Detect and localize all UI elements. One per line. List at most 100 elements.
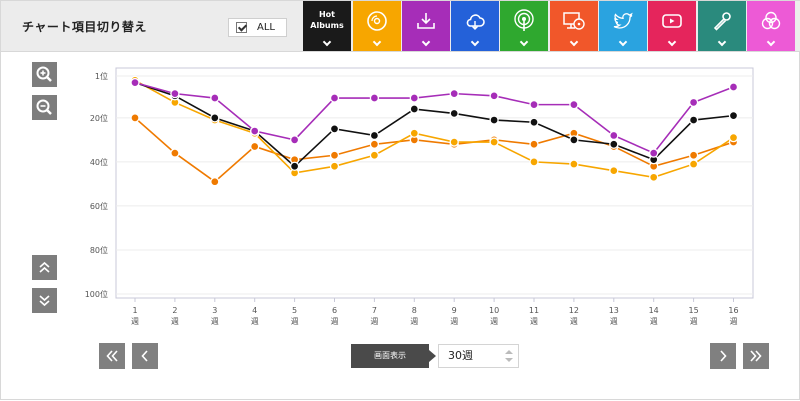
last-page-button[interactable] bbox=[743, 343, 769, 369]
x-tick-unit: 週 bbox=[331, 317, 339, 326]
series-point bbox=[130, 113, 140, 123]
series-point bbox=[210, 177, 220, 187]
tile-radio[interactable] bbox=[500, 1, 548, 51]
series-point bbox=[728, 110, 739, 121]
zoom-in-button[interactable] bbox=[32, 62, 57, 87]
monitor-cd-icon bbox=[563, 12, 585, 30]
y-tick-label: 40位 bbox=[90, 157, 108, 167]
double-chevron-up-icon bbox=[39, 261, 50, 273]
display-range-select[interactable]: 30週 bbox=[438, 344, 519, 368]
next-page-button[interactable] bbox=[710, 343, 736, 369]
series-point bbox=[449, 137, 459, 147]
series-point bbox=[369, 93, 380, 103]
double-chevron-down-icon bbox=[39, 295, 50, 307]
series-point bbox=[609, 166, 619, 176]
series-point bbox=[529, 117, 539, 127]
x-tick-unit: 週 bbox=[610, 317, 618, 326]
check-icon bbox=[236, 22, 247, 33]
first-page-button[interactable] bbox=[99, 343, 125, 369]
x-tick-unit: 週 bbox=[490, 317, 498, 326]
x-tick-label: 5 bbox=[292, 306, 297, 315]
x-tick-label: 2 bbox=[172, 306, 177, 315]
series-point bbox=[369, 139, 380, 149]
tile-hot-albums[interactable]: Hot Albums bbox=[303, 1, 351, 51]
x-tick-label: 14 bbox=[649, 306, 659, 315]
x-tick-unit: 週 bbox=[291, 317, 299, 326]
download-icon bbox=[417, 13, 435, 29]
y-tick-label: 80位 bbox=[90, 245, 108, 255]
tile-twitter[interactable] bbox=[599, 1, 647, 51]
toggle-bar-title: チャート項目切り替え bbox=[22, 20, 147, 34]
hot-albums-line2: Albums bbox=[310, 21, 344, 30]
series-point bbox=[688, 150, 699, 160]
series-point bbox=[529, 99, 539, 110]
series-point bbox=[688, 159, 699, 169]
x-tick-label: 8 bbox=[412, 306, 417, 315]
series-point bbox=[130, 77, 140, 88]
zoom-out-icon bbox=[36, 99, 52, 115]
x-tick-label: 3 bbox=[212, 306, 217, 315]
series-point bbox=[609, 130, 619, 141]
series-point bbox=[649, 148, 659, 158]
x-tick-label: 10 bbox=[489, 306, 499, 315]
tile-all-combined[interactable] bbox=[747, 1, 795, 51]
series-point bbox=[529, 157, 539, 167]
series-line bbox=[134, 79, 734, 179]
tile-downloads[interactable] bbox=[402, 1, 450, 51]
x-tick-unit: 週 bbox=[530, 317, 538, 326]
x-tick-unit: 週 bbox=[450, 317, 458, 326]
series-point bbox=[489, 115, 499, 125]
series-point bbox=[569, 135, 579, 145]
tile-karaoke[interactable] bbox=[698, 1, 746, 51]
series-point bbox=[449, 88, 459, 99]
x-tick-label: 4 bbox=[252, 306, 257, 315]
hot-albums-line1: Hot bbox=[318, 10, 335, 19]
series-point bbox=[688, 97, 699, 108]
zoom-out-button[interactable] bbox=[32, 95, 57, 120]
series-line bbox=[134, 81, 734, 155]
series-point bbox=[409, 93, 419, 103]
series-point bbox=[489, 91, 499, 101]
series-point bbox=[569, 159, 579, 169]
x-tick-label: 11 bbox=[529, 306, 539, 315]
tile-lookup[interactable] bbox=[550, 1, 598, 51]
x-tick-label: 13 bbox=[609, 306, 619, 315]
tile-youtube[interactable] bbox=[648, 1, 696, 51]
series-point bbox=[329, 150, 340, 160]
series-point bbox=[289, 135, 300, 145]
all-checkbox[interactable]: ALL bbox=[228, 18, 287, 37]
youtube-icon bbox=[662, 14, 682, 28]
x-tick-unit: 週 bbox=[730, 317, 738, 326]
prev-page-button[interactable] bbox=[132, 343, 158, 369]
x-tick-label: 1 bbox=[132, 306, 137, 315]
scroll-up-button[interactable] bbox=[32, 255, 57, 280]
scroll-down-button[interactable] bbox=[32, 288, 57, 313]
x-tick-unit: 週 bbox=[211, 317, 219, 326]
venn-icon bbox=[761, 11, 781, 30]
twitter-icon bbox=[613, 12, 633, 29]
series-point bbox=[609, 139, 619, 149]
tile-physical-sales[interactable] bbox=[353, 1, 401, 51]
series-point bbox=[369, 150, 380, 160]
double-chevron-right-icon bbox=[750, 350, 762, 362]
x-tick-unit: 週 bbox=[690, 317, 698, 326]
series-point bbox=[329, 93, 340, 103]
series-point bbox=[409, 128, 419, 138]
series-point bbox=[170, 148, 180, 158]
x-tick-label: 16 bbox=[728, 306, 738, 315]
x-tick-label: 15 bbox=[689, 306, 699, 315]
double-chevron-left-icon bbox=[106, 350, 118, 362]
spinner-icon[interactable] bbox=[505, 350, 513, 362]
series-point bbox=[170, 88, 180, 99]
broadcast-icon bbox=[514, 9, 534, 31]
tile-streaming[interactable] bbox=[451, 1, 499, 51]
cd-icon bbox=[367, 11, 387, 31]
arrow-right-icon bbox=[429, 350, 436, 362]
series-point bbox=[489, 137, 499, 147]
y-tick-label: 100位 bbox=[85, 289, 108, 299]
series-line bbox=[134, 117, 734, 183]
x-tick-unit: 週 bbox=[131, 317, 139, 326]
display-range-value: 30週 bbox=[448, 349, 473, 362]
